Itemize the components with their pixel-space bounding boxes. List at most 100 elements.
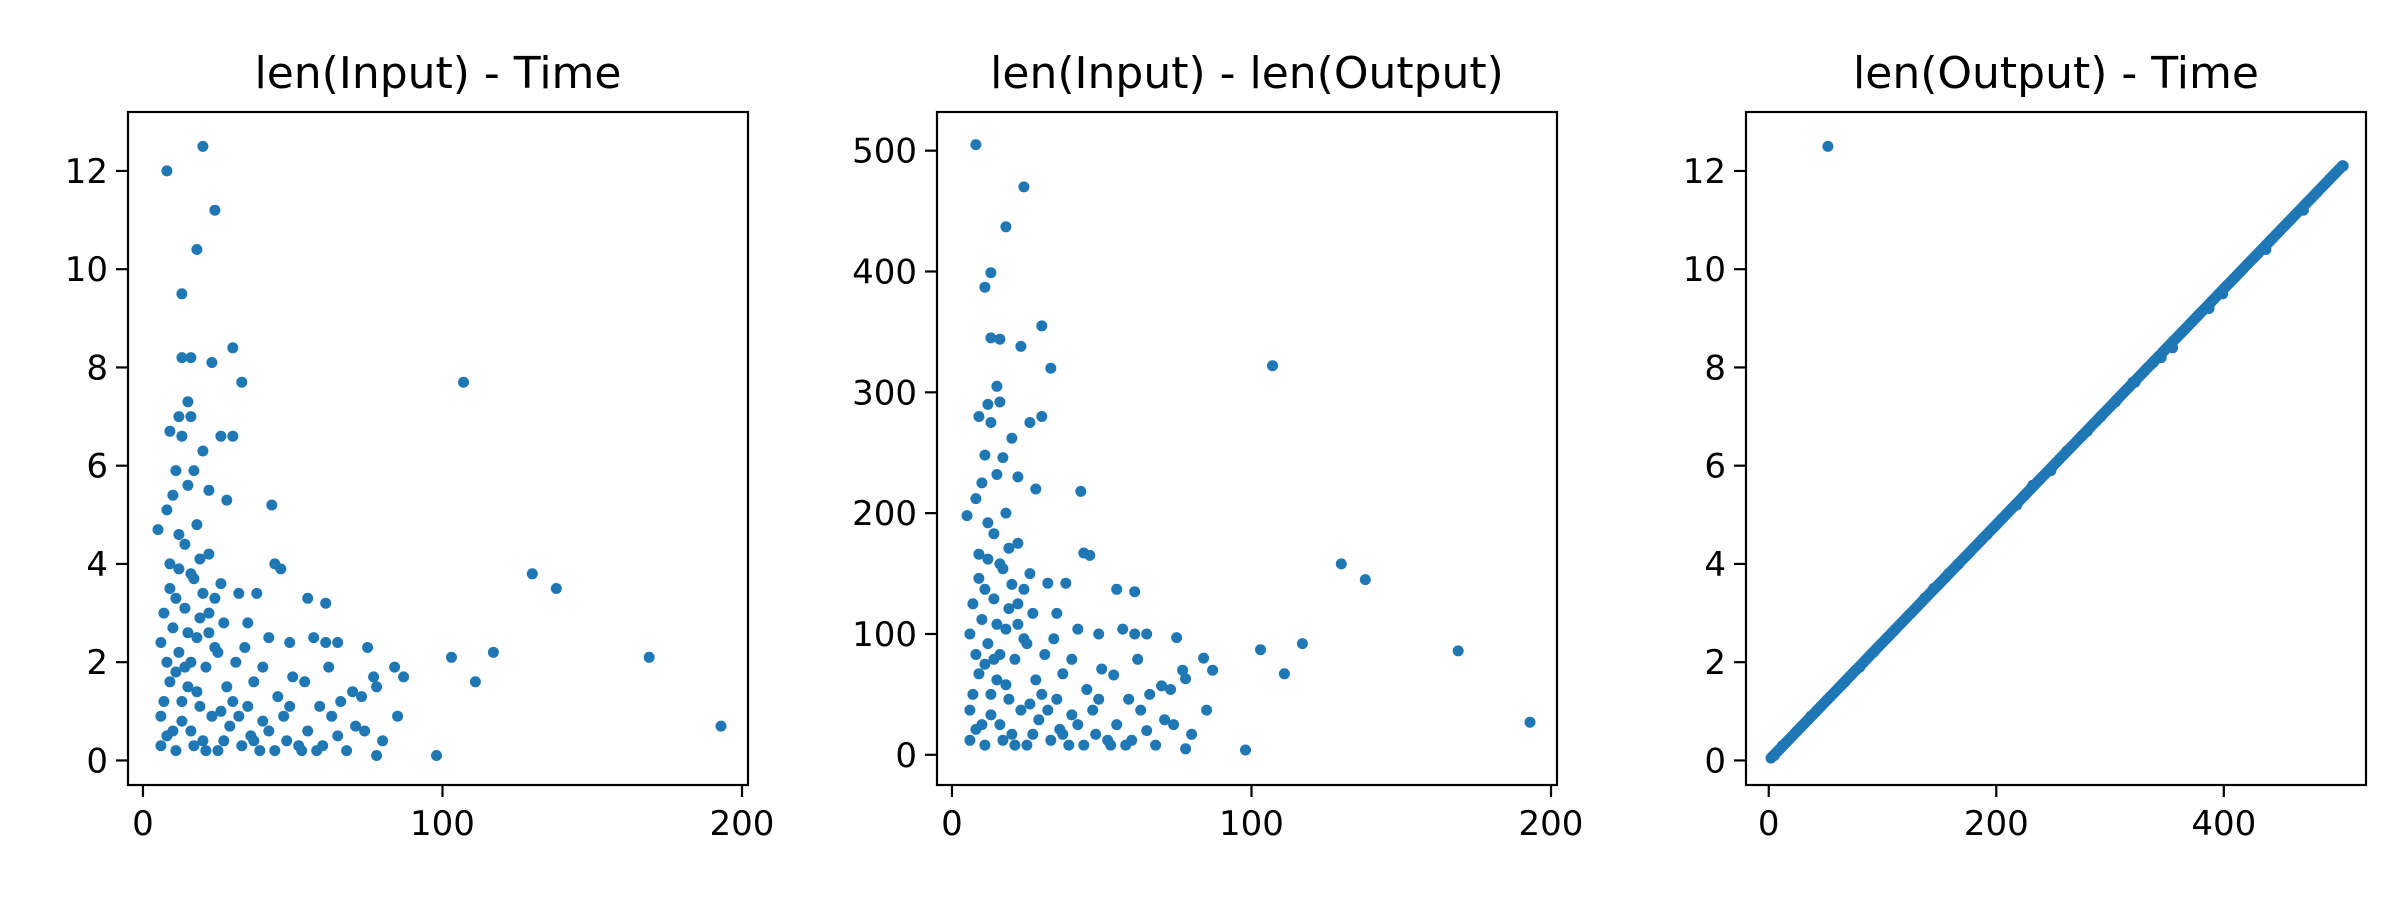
data-point — [278, 710, 290, 722]
data-point — [263, 632, 275, 644]
data-point — [221, 681, 233, 693]
data-point — [287, 671, 299, 683]
data-point — [1036, 411, 1048, 422]
data-point — [1072, 623, 1084, 635]
data-point — [994, 333, 1006, 345]
x-tick-label: 0 — [941, 804, 963, 844]
data-point — [961, 510, 973, 522]
data-point — [1066, 653, 1078, 665]
data-point — [281, 735, 293, 747]
data-point — [227, 430, 239, 442]
data-point — [982, 517, 994, 529]
data-point — [320, 597, 332, 609]
data-point — [1006, 728, 1018, 740]
data-point — [985, 267, 997, 279]
data-point — [967, 688, 979, 700]
data-point — [1009, 653, 1021, 665]
data-point — [997, 734, 1009, 746]
subplot-title: len(Input) - Time — [255, 48, 622, 99]
data-point — [431, 750, 442, 761]
data-point — [1093, 693, 1105, 705]
data-point — [377, 735, 389, 747]
data-point — [152, 524, 164, 536]
data-point — [170, 592, 182, 604]
data-point — [203, 548, 215, 560]
data-point — [976, 614, 988, 625]
data-point — [1171, 632, 1183, 644]
data-point — [224, 720, 236, 732]
data-point — [176, 288, 188, 300]
data-point — [1165, 684, 1177, 695]
data-point — [233, 710, 245, 722]
data-point — [182, 479, 194, 491]
data-point — [1159, 714, 1171, 726]
data-point — [985, 688, 997, 700]
data-point — [257, 661, 269, 673]
data-point — [1000, 507, 1012, 519]
data-point — [197, 587, 209, 599]
data-point — [985, 332, 997, 344]
data-point — [158, 607, 170, 619]
data-point — [1111, 719, 1123, 731]
data-point — [1045, 734, 1057, 746]
x-tick-label: 400 — [2191, 804, 2256, 844]
x-tick-label: 100 — [1219, 804, 1284, 844]
data-point — [446, 651, 457, 663]
y-tick-label: 500 — [852, 132, 917, 172]
data-point — [1000, 221, 1012, 233]
data-point — [1117, 623, 1129, 635]
y-tick-label: 0 — [1704, 741, 1726, 781]
axes-frame — [935, 110, 1559, 787]
data-point — [1003, 603, 1015, 615]
data-point — [161, 504, 173, 516]
data-point — [1180, 673, 1192, 685]
data-point — [988, 653, 1000, 665]
data-point — [242, 700, 254, 712]
scatter-points — [152, 140, 727, 761]
y-tick-label: 4 — [1704, 545, 1726, 585]
y-tick-label: 12 — [1683, 152, 1726, 192]
x-tick-label: 200 — [1519, 804, 1584, 844]
data-point — [1012, 537, 1024, 549]
scatter-points — [1765, 140, 2349, 764]
data-point — [2337, 160, 2349, 172]
data-point — [979, 449, 991, 461]
data-point — [1066, 709, 1078, 721]
data-point — [526, 568, 538, 580]
data-point — [347, 686, 359, 698]
data-point — [236, 740, 248, 752]
data-point — [1123, 693, 1135, 705]
data-point — [203, 607, 215, 619]
data-point — [191, 519, 203, 531]
data-point — [991, 469, 1003, 480]
data-point — [973, 572, 985, 584]
data-point — [1048, 633, 1060, 645]
data-point — [1051, 607, 1063, 619]
data-point — [155, 740, 167, 752]
data-point — [1180, 743, 1192, 755]
data-point — [317, 740, 329, 752]
y-tick-label: 6 — [86, 447, 108, 487]
data-point — [1036, 688, 1048, 700]
data-point — [976, 477, 988, 489]
data-point — [332, 637, 344, 648]
data-point — [248, 676, 260, 688]
data-point — [191, 244, 203, 255]
data-point — [1042, 577, 1054, 589]
data-point — [1006, 432, 1018, 444]
data-point — [182, 681, 194, 693]
axes-frame — [1744, 110, 2368, 787]
data-point — [308, 632, 320, 644]
data-point — [197, 735, 209, 747]
data-point — [170, 666, 182, 678]
data-point — [284, 700, 296, 712]
data-point — [994, 558, 1006, 570]
data-point — [979, 281, 991, 293]
data-point — [218, 735, 230, 747]
data-point — [1126, 734, 1138, 746]
data-point — [1201, 704, 1213, 716]
data-point — [1039, 649, 1051, 660]
data-point — [1000, 679, 1012, 691]
data-point — [215, 705, 227, 717]
data-point — [164, 425, 176, 437]
